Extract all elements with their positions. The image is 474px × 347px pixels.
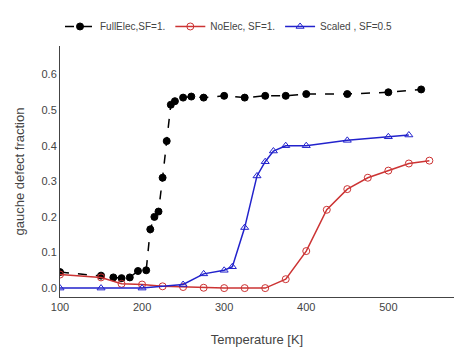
svg-text:300: 300 xyxy=(215,301,233,313)
svg-text:200: 200 xyxy=(133,301,151,313)
svg-text:0.2: 0.2 xyxy=(42,211,57,223)
svg-text:500: 500 xyxy=(379,301,397,313)
svg-text:FullElec,SF=1.: FullElec,SF=1. xyxy=(100,21,165,32)
svg-text:0.3: 0.3 xyxy=(42,175,57,187)
svg-text:0.6: 0.6 xyxy=(42,68,57,80)
svg-text:gauche defect fraction: gauche defect fraction xyxy=(12,108,27,236)
svg-text:100: 100 xyxy=(51,301,69,313)
svg-text:Temperature [K]: Temperature [K] xyxy=(211,332,304,347)
svg-text:0.1: 0.1 xyxy=(42,246,57,258)
svg-text:400: 400 xyxy=(297,301,315,313)
svg-text:NoElec, SF=1.: NoElec, SF=1. xyxy=(210,21,275,32)
svg-text:0.4: 0.4 xyxy=(42,140,57,152)
svg-text:0.0: 0.0 xyxy=(42,282,57,294)
svg-text:Scaled , SF=0.5: Scaled , SF=0.5 xyxy=(320,21,392,32)
svg-text:0.5: 0.5 xyxy=(42,104,57,116)
